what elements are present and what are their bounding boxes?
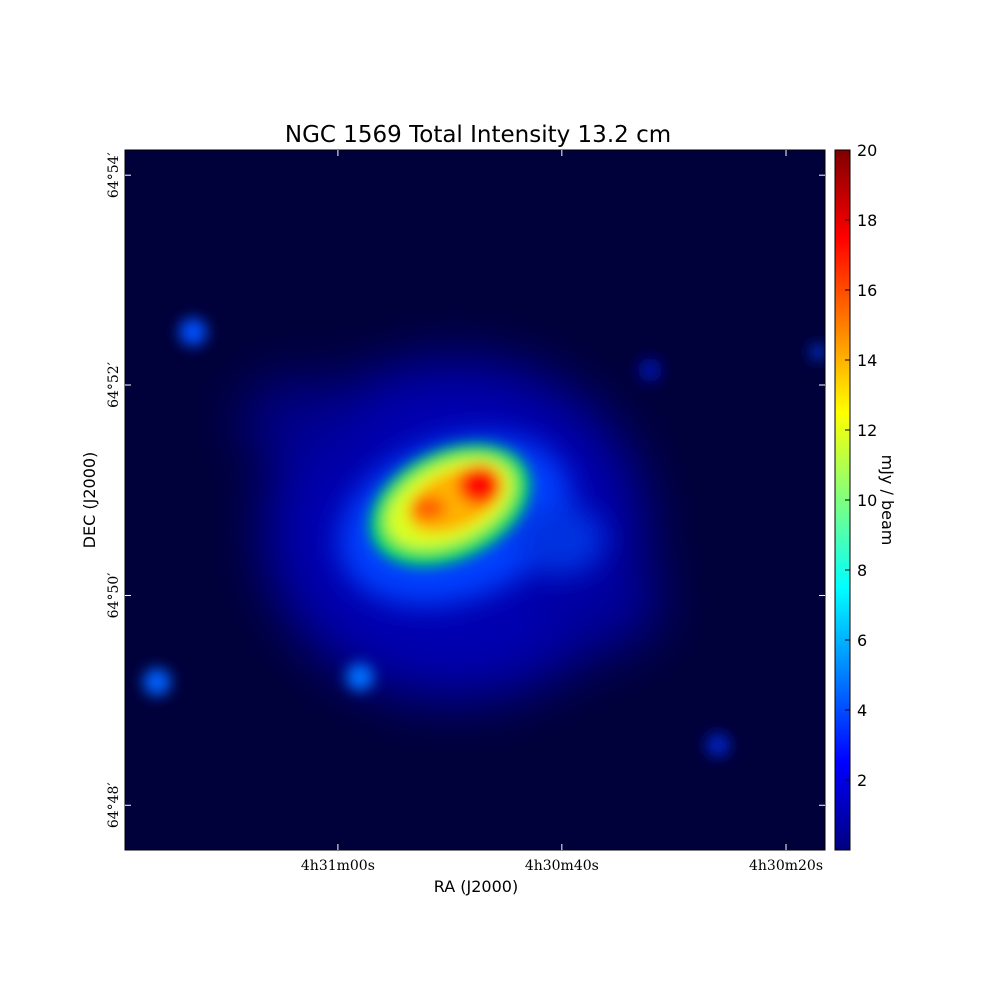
x-axis-label: RA (J2000) — [434, 877, 518, 896]
colorbar-tick-label: 12 — [857, 421, 877, 440]
x-tick-label: 4h30m20s — [749, 858, 823, 874]
colorbar-tick-label: 6 — [857, 631, 867, 650]
x-tick-label: 4h31m00s — [301, 858, 375, 874]
y-tick-label: 64°52′ — [106, 362, 122, 408]
x-tick-label: 4h30m40s — [525, 858, 599, 874]
colorbar-tick-label: 14 — [857, 351, 877, 370]
intensity-image — [125, 150, 825, 850]
y-tick-label: 64°54′ — [106, 152, 122, 198]
chart-title: NGC 1569 Total Intensity 13.2 cm — [285, 122, 671, 148]
y-tick-label: 64°48′ — [106, 782, 122, 828]
colorbar-tick-label: 10 — [857, 491, 877, 510]
colorbar-tick-label: 20 — [857, 141, 877, 160]
colorbar-tick-label: 4 — [857, 701, 867, 720]
y-axis-label: DEC (J2000) — [80, 452, 99, 549]
colorbar-tick-label: 8 — [857, 561, 867, 580]
plot-frame — [124, 149, 826, 851]
colorbar-tick-label: 2 — [857, 771, 867, 790]
colorbar-label: mJy / beam — [878, 455, 897, 546]
colorbar-tick-label: 16 — [857, 281, 877, 300]
y-tick-label: 64°50′ — [106, 573, 122, 619]
colorbar-tick-label: 18 — [857, 211, 877, 230]
